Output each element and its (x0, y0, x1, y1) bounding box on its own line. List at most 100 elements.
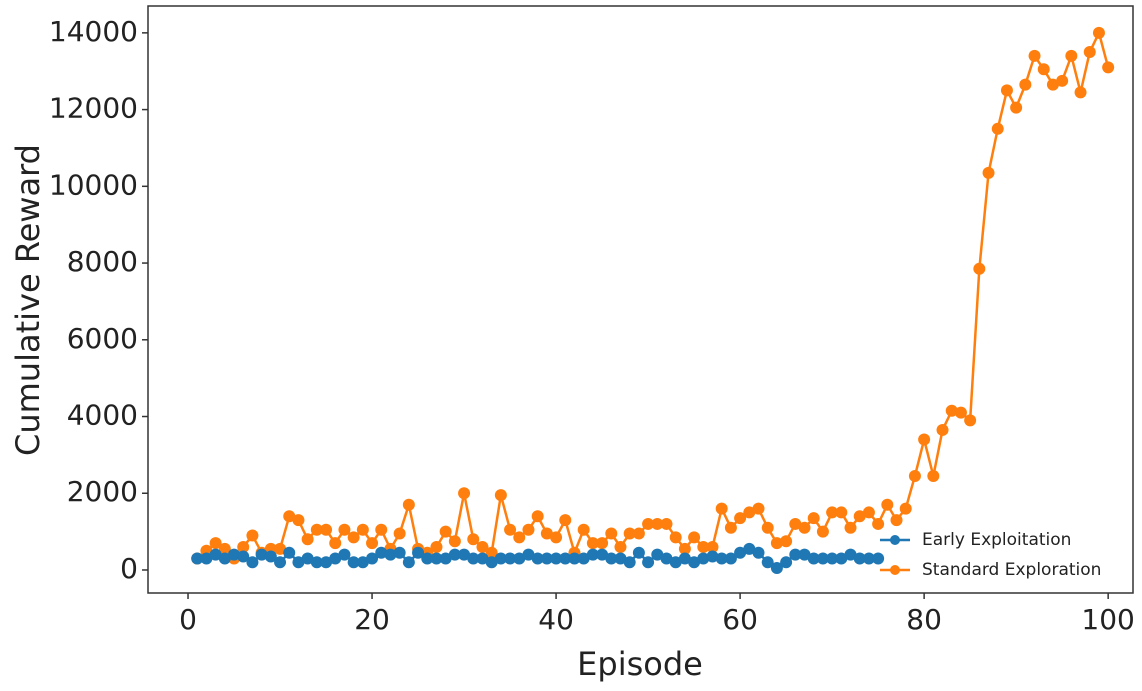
plot-frame (147, 5, 1134, 594)
data-point (826, 506, 839, 519)
data-point (605, 552, 618, 565)
data-point (448, 535, 461, 548)
data-point (568, 552, 581, 565)
data-point (485, 546, 498, 559)
y-tick-label: 8000 (67, 245, 138, 278)
data-point (816, 525, 829, 538)
data-point (798, 521, 811, 534)
data-point (844, 548, 857, 561)
data-point (964, 414, 977, 427)
data-point (642, 517, 655, 530)
data-point (200, 552, 213, 565)
data-point (393, 546, 406, 559)
data-point (651, 548, 664, 561)
data-point (890, 514, 903, 527)
data-point (283, 546, 296, 559)
data-point (789, 548, 802, 561)
data-point (264, 550, 277, 563)
data-point (366, 552, 379, 565)
data-point (320, 556, 333, 569)
data-point (504, 523, 517, 536)
data-point (209, 537, 222, 550)
data-point (1065, 49, 1078, 62)
data-point (421, 552, 434, 565)
data-point (292, 556, 305, 569)
data-point (853, 510, 866, 523)
data-point (697, 552, 710, 565)
data-point (605, 527, 618, 540)
data-point (1092, 26, 1105, 39)
data-point (310, 523, 323, 536)
data-point (982, 166, 995, 179)
data-point (651, 517, 664, 530)
data-point (237, 540, 250, 553)
data-point (770, 537, 783, 550)
data-point (310, 556, 323, 569)
data-point (734, 546, 747, 559)
data-point (356, 556, 369, 569)
data-point (706, 550, 719, 563)
data-point (531, 510, 544, 523)
data-point (301, 552, 314, 565)
data-point (844, 521, 857, 534)
data-point (835, 506, 848, 519)
data-point (761, 521, 774, 534)
data-point (458, 487, 471, 500)
data-point (660, 552, 673, 565)
data-point (375, 546, 388, 559)
data-point (724, 521, 737, 534)
data-point (347, 531, 360, 544)
x-tick-label: 20 (354, 603, 390, 636)
data-point (485, 556, 498, 569)
data-point (862, 506, 875, 519)
x-tick-label: 80 (906, 603, 942, 636)
data-point (494, 489, 507, 502)
data-point (540, 552, 553, 565)
data-point (669, 556, 682, 569)
data-point (513, 552, 526, 565)
legend-label: Standard Exploration (922, 560, 1101, 580)
data-point (384, 548, 397, 561)
data-point (531, 552, 544, 565)
data-point (632, 546, 645, 559)
data-point (936, 423, 949, 436)
data-point (522, 548, 535, 561)
data-point (678, 542, 691, 555)
data-point (301, 533, 314, 546)
data-point (752, 546, 765, 559)
data-point (476, 552, 489, 565)
data-point (522, 523, 535, 536)
data-point (908, 469, 921, 482)
data-point (623, 527, 636, 540)
data-point (430, 540, 443, 553)
data-point (780, 535, 793, 548)
data-point (504, 552, 517, 565)
legend-marker (890, 565, 900, 575)
data-point (789, 517, 802, 530)
data-point (734, 512, 747, 525)
data-point (807, 512, 820, 525)
data-point (743, 542, 756, 555)
data-point (458, 548, 471, 561)
data-point (586, 537, 599, 550)
data-point (550, 552, 563, 565)
data-point (1037, 63, 1050, 76)
data-point (228, 548, 241, 561)
data-point (881, 498, 894, 511)
y-tick-label: 6000 (67, 322, 138, 355)
data-point (255, 548, 268, 561)
data-point (807, 552, 820, 565)
data-point (559, 514, 572, 527)
y-tick-label: 12000 (49, 92, 138, 125)
data-point (614, 552, 627, 565)
data-point (329, 537, 342, 550)
data-point (798, 548, 811, 561)
data-point (356, 523, 369, 536)
data-point (191, 552, 204, 565)
data-point (688, 556, 701, 569)
data-point (623, 556, 636, 569)
data-point (706, 540, 719, 553)
data-point (872, 552, 885, 565)
data-point (550, 531, 563, 544)
data-point (577, 552, 590, 565)
